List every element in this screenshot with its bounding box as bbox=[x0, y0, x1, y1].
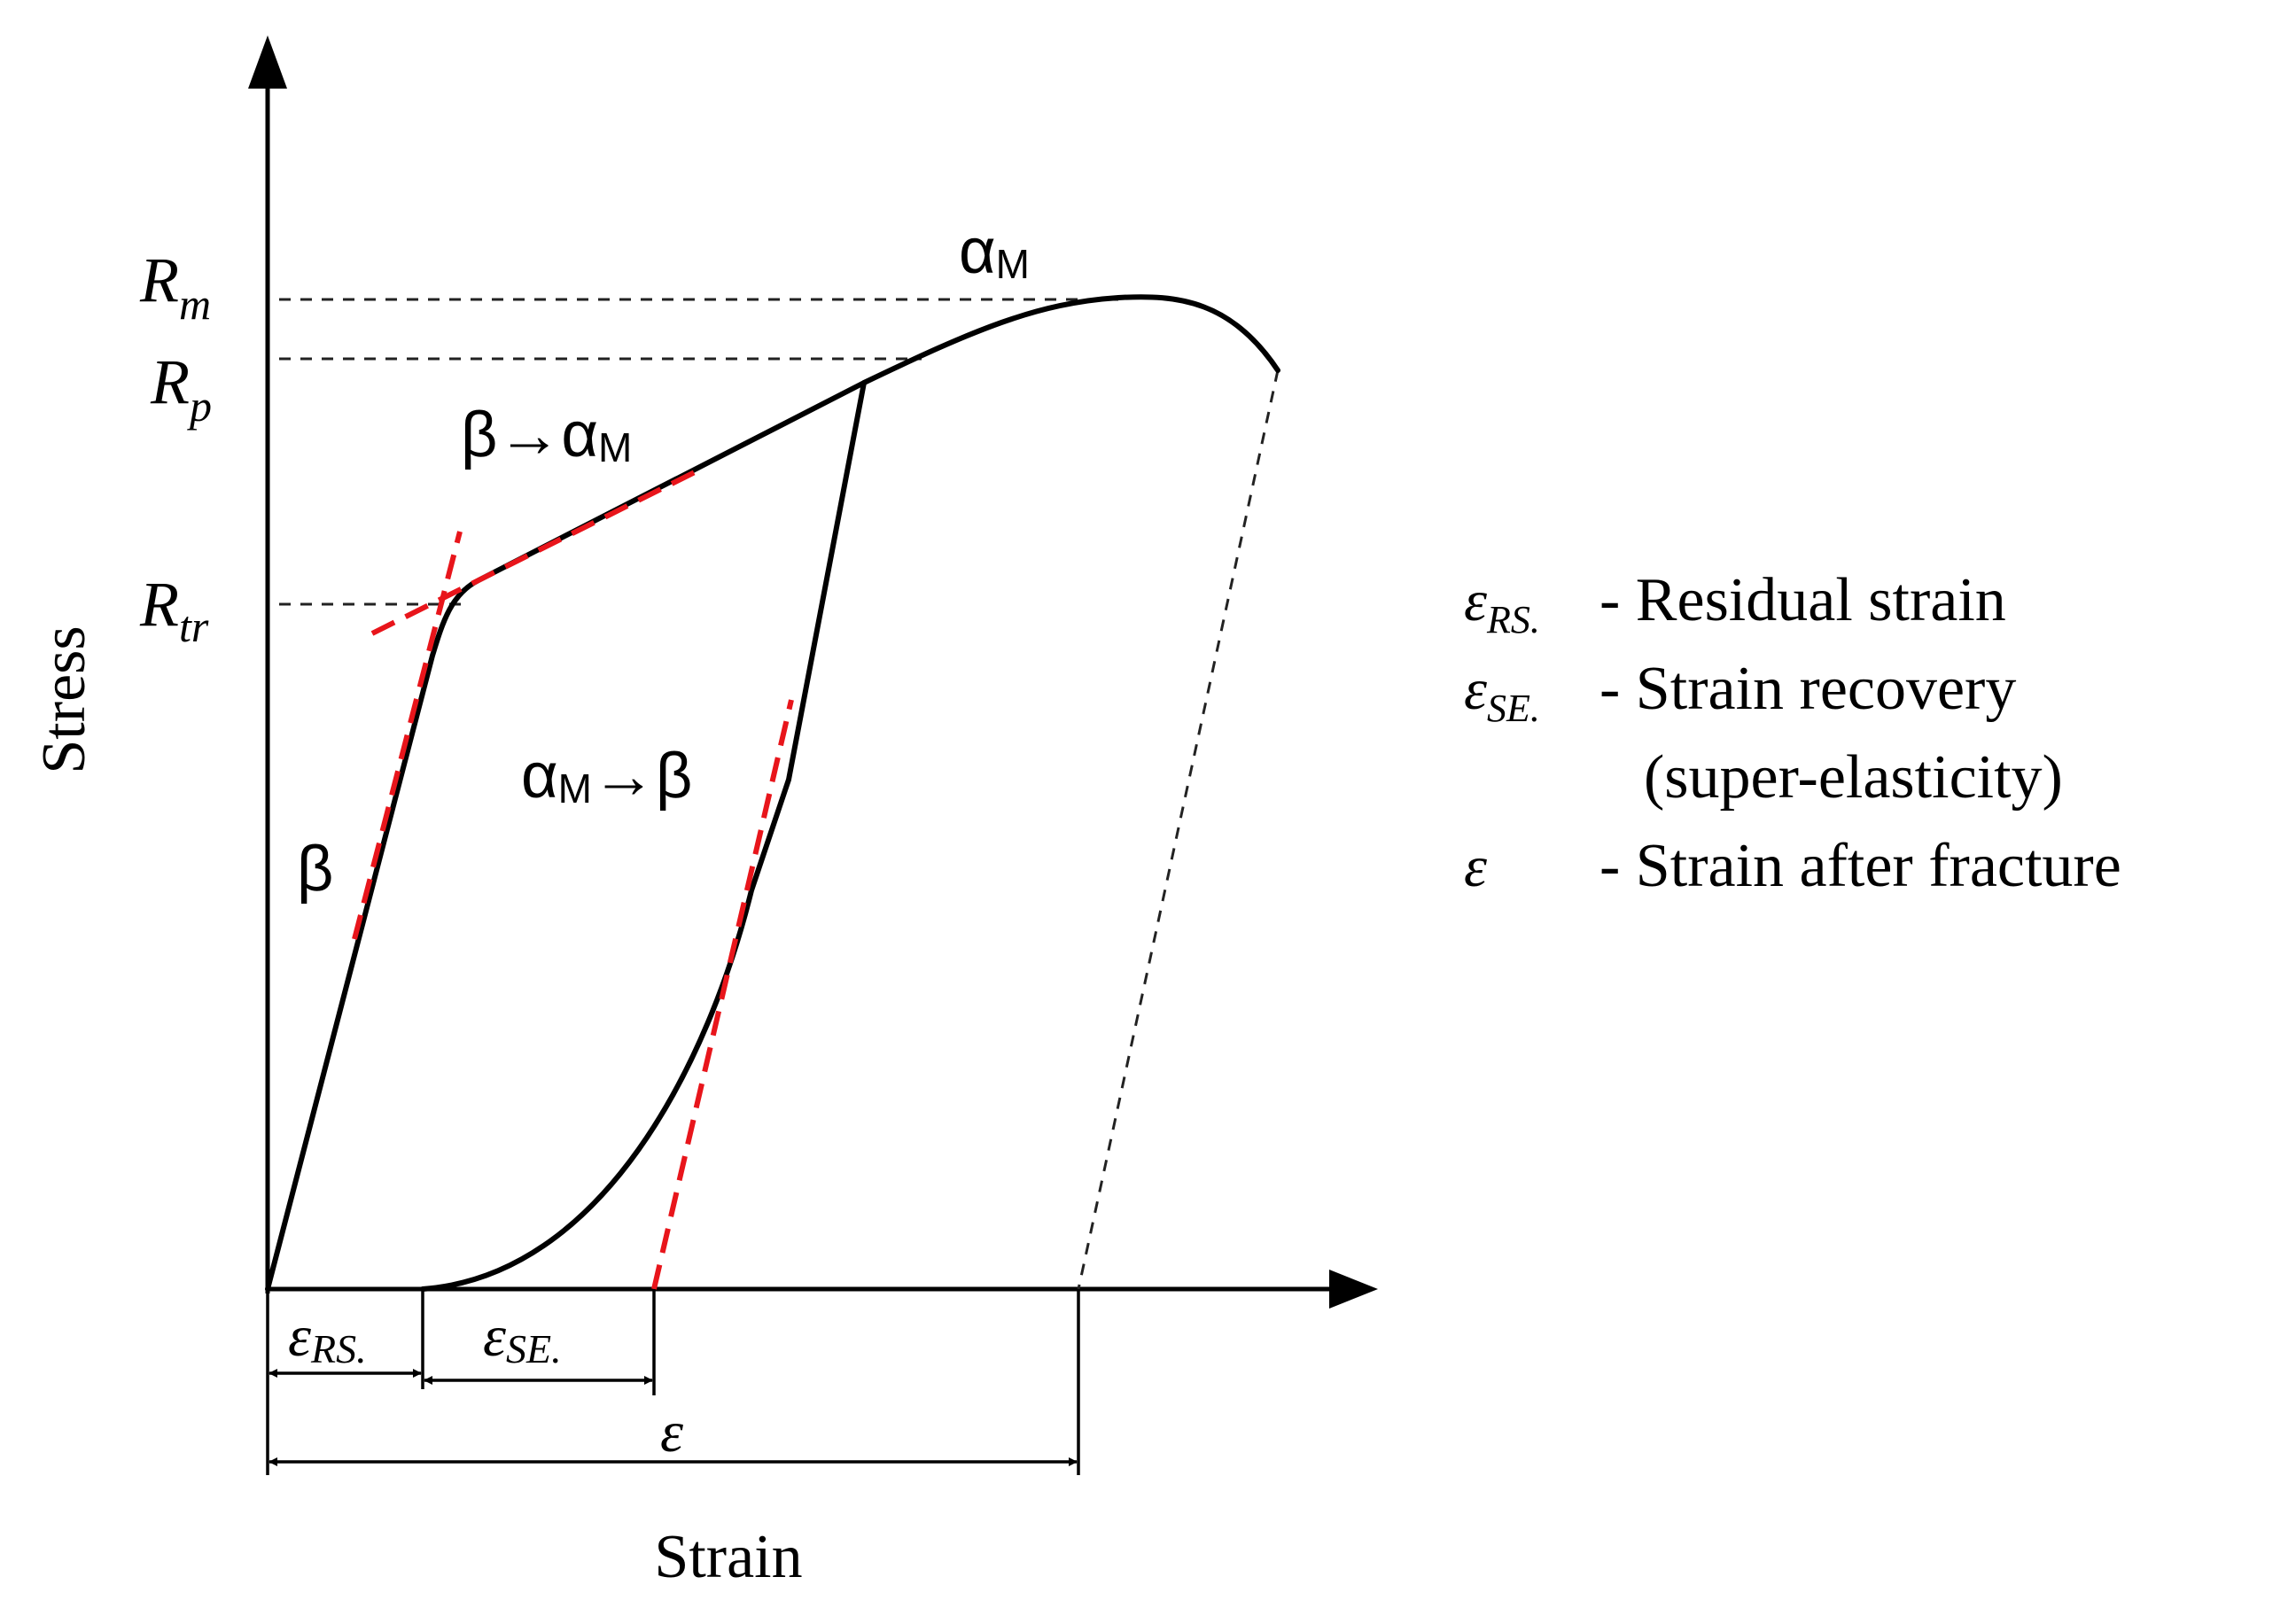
stress-guides bbox=[279, 298, 1280, 1290]
x-axis-title: Strain bbox=[654, 1523, 802, 1591]
unloading-curve bbox=[420, 380, 867, 1292]
total-strain-label: ε bbox=[660, 1400, 683, 1464]
rtr-label: Rtr bbox=[139, 569, 209, 651]
legend-symbol: εRS. bbox=[1464, 569, 1540, 641]
y-axis-arrowhead bbox=[248, 35, 287, 89]
forward-transformation-label: β→αM bbox=[461, 400, 632, 470]
legend-symbol: εSE. bbox=[1464, 657, 1540, 730]
legend-item-recovery: εSE. - Strain recovery (super-elasticity… bbox=[1464, 655, 2063, 812]
elastic-tangent-line bbox=[352, 531, 463, 940]
x-axis-arrowhead bbox=[1329, 1270, 1378, 1309]
reverse-transformation-label: αM→β bbox=[521, 741, 692, 812]
stress-level-labels: Rm Rp Rtr bbox=[139, 245, 212, 651]
tangent-lines bbox=[352, 467, 794, 1290]
legend-text: - Strain recovery bbox=[1599, 655, 2016, 723]
strain-labels: εRS. εSE. ε bbox=[288, 1304, 683, 1464]
legend-symbol: ε bbox=[1464, 835, 1487, 899]
axes bbox=[248, 35, 1378, 1309]
legend: εRS. - Residual strain εSE. - Strain rec… bbox=[1464, 566, 2121, 900]
unloading-tangent-line bbox=[651, 699, 794, 1290]
legend-item-residual: εRS. - Residual strain bbox=[1464, 566, 2006, 641]
rp-label: Rp bbox=[150, 346, 212, 431]
loading-curve bbox=[265, 294, 1280, 1292]
legend-text-continuation: (super-elasticity) bbox=[1644, 743, 2063, 812]
beta-label: β bbox=[297, 834, 333, 905]
recovery-strain-label: εSE. bbox=[483, 1304, 562, 1371]
fracture-unload-line bbox=[1077, 369, 1280, 1290]
legend-item-fracture: ε - Strain after fracture bbox=[1464, 832, 2121, 900]
stress-strain-curve bbox=[265, 294, 1280, 1292]
y-axis-title: Stress bbox=[30, 625, 98, 773]
transformation-tangent-line bbox=[370, 467, 702, 636]
rm-label: Rm bbox=[139, 245, 211, 329]
residual-strain-label: εRS. bbox=[288, 1304, 367, 1371]
martensite-label: αM bbox=[959, 216, 1030, 287]
strain-dimensions bbox=[266, 1289, 1080, 1475]
legend-text: - Strain after fracture bbox=[1599, 832, 2121, 900]
legend-text: - Residual strain bbox=[1599, 566, 2006, 634]
phase-labels: αM β→αM αM→β β bbox=[297, 216, 1030, 905]
